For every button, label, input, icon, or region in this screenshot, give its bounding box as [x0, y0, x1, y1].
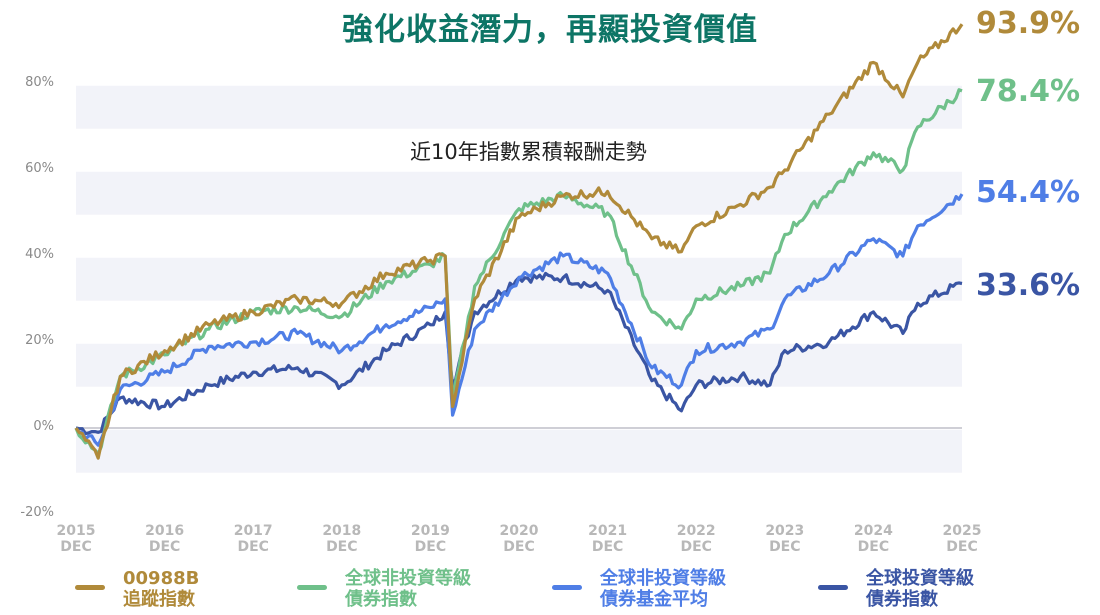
legend-item-ig-index: 全球投資等級 債券指數: [818, 568, 974, 610]
y-tick-label: -20%: [20, 505, 54, 520]
y-tick-label: 60%: [25, 161, 54, 176]
y-tick-label: 0%: [33, 419, 54, 434]
end-label-hy-index: 78.4%: [976, 74, 1081, 109]
legend-item-hy-fund: 全球非投資等級 債券基金平均: [552, 568, 726, 610]
x-tick-label: 2019 DEC: [410, 523, 450, 555]
end-label-00988b: 93.9%: [976, 6, 1081, 41]
end-label-ig-index: 33.6%: [976, 268, 1081, 303]
y-tick-label: 40%: [25, 247, 54, 262]
legend-label: 債券基金平均: [600, 589, 708, 610]
series-lines: [74, 23, 964, 460]
x-tick-label: 2021 DEC: [588, 523, 628, 555]
legend-swatch: [297, 585, 327, 590]
legend-label: 債券指數: [345, 589, 417, 610]
legend-item-00988b: 00988B 追蹤指數: [75, 568, 199, 610]
series-line-00988b: [74, 23, 964, 460]
x-tick-label: 2020 DEC: [499, 523, 539, 555]
legend-label: 00988B: [123, 568, 200, 589]
x-tick-label: 2022 DEC: [676, 523, 716, 555]
legend-swatch: [75, 585, 105, 590]
grid-band: [76, 429, 962, 473]
series-line-hy-index: [74, 88, 963, 456]
legend-swatch: [552, 585, 582, 590]
x-tick-label: 2016 DEC: [145, 523, 185, 555]
legend-item-hy-index: 全球非投資等級 債券指數: [297, 568, 471, 610]
chart-title: 強化收益潛力，再顯投資價值: [342, 12, 758, 48]
legend-swatch: [818, 585, 848, 590]
x-tick-label: 2024 DEC: [853, 523, 893, 555]
series-line-ig-index: [75, 271, 963, 436]
grid-band: [76, 343, 962, 387]
x-tick-label: 2018 DEC: [322, 523, 362, 555]
legend-label: 全球非投資等級: [345, 568, 471, 589]
chart-subtitle: 近10年指數累積報酬走勢: [410, 140, 647, 164]
series-line-hy-fund: [74, 193, 964, 447]
legend-label: 債券指數: [866, 589, 938, 610]
x-tick-label: 2025 DEC: [942, 523, 982, 555]
x-tick-label: 2015 DEC: [56, 523, 96, 555]
legend-label: 全球非投資等級: [600, 568, 726, 589]
legend-label: 追蹤指數: [123, 589, 195, 610]
legend-label: 全球投資等級: [866, 568, 974, 589]
y-tick-label: 80%: [25, 75, 54, 90]
x-tick-label: 2023 DEC: [765, 523, 805, 555]
end-label-hy-fund: 54.4%: [976, 175, 1081, 210]
y-tick-label: 20%: [25, 333, 54, 348]
grid-band: [76, 85, 962, 129]
x-tick-label: 2017 DEC: [233, 523, 273, 555]
